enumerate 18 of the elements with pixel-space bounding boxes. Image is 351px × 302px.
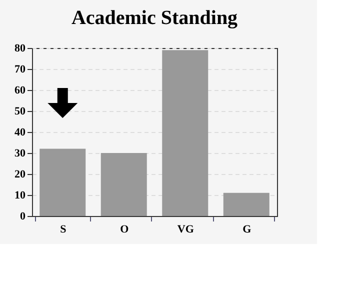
y-tick-label: 50	[14, 106, 26, 118]
bar	[100, 153, 147, 216]
y-tick-label: 60	[14, 84, 26, 96]
x-tick-label: VG	[177, 224, 194, 236]
bar	[40, 148, 86, 216]
y-tick-label: 70	[14, 64, 26, 76]
y-tick-label: 0	[20, 210, 26, 222]
y-tick-label: 20	[14, 168, 26, 180]
bar	[162, 50, 208, 216]
y-tick-label: 30	[14, 148, 26, 160]
y-tick-label: 80	[14, 42, 26, 54]
x-tick-label: S	[60, 224, 66, 236]
chart-title: Academic Standing	[71, 7, 238, 29]
y-tick-label: 10	[14, 190, 26, 202]
x-tick-label: O	[120, 224, 130, 236]
x-tick-label: G	[242, 224, 252, 236]
bar	[223, 192, 270, 216]
y-tick-label: 40	[14, 126, 26, 138]
